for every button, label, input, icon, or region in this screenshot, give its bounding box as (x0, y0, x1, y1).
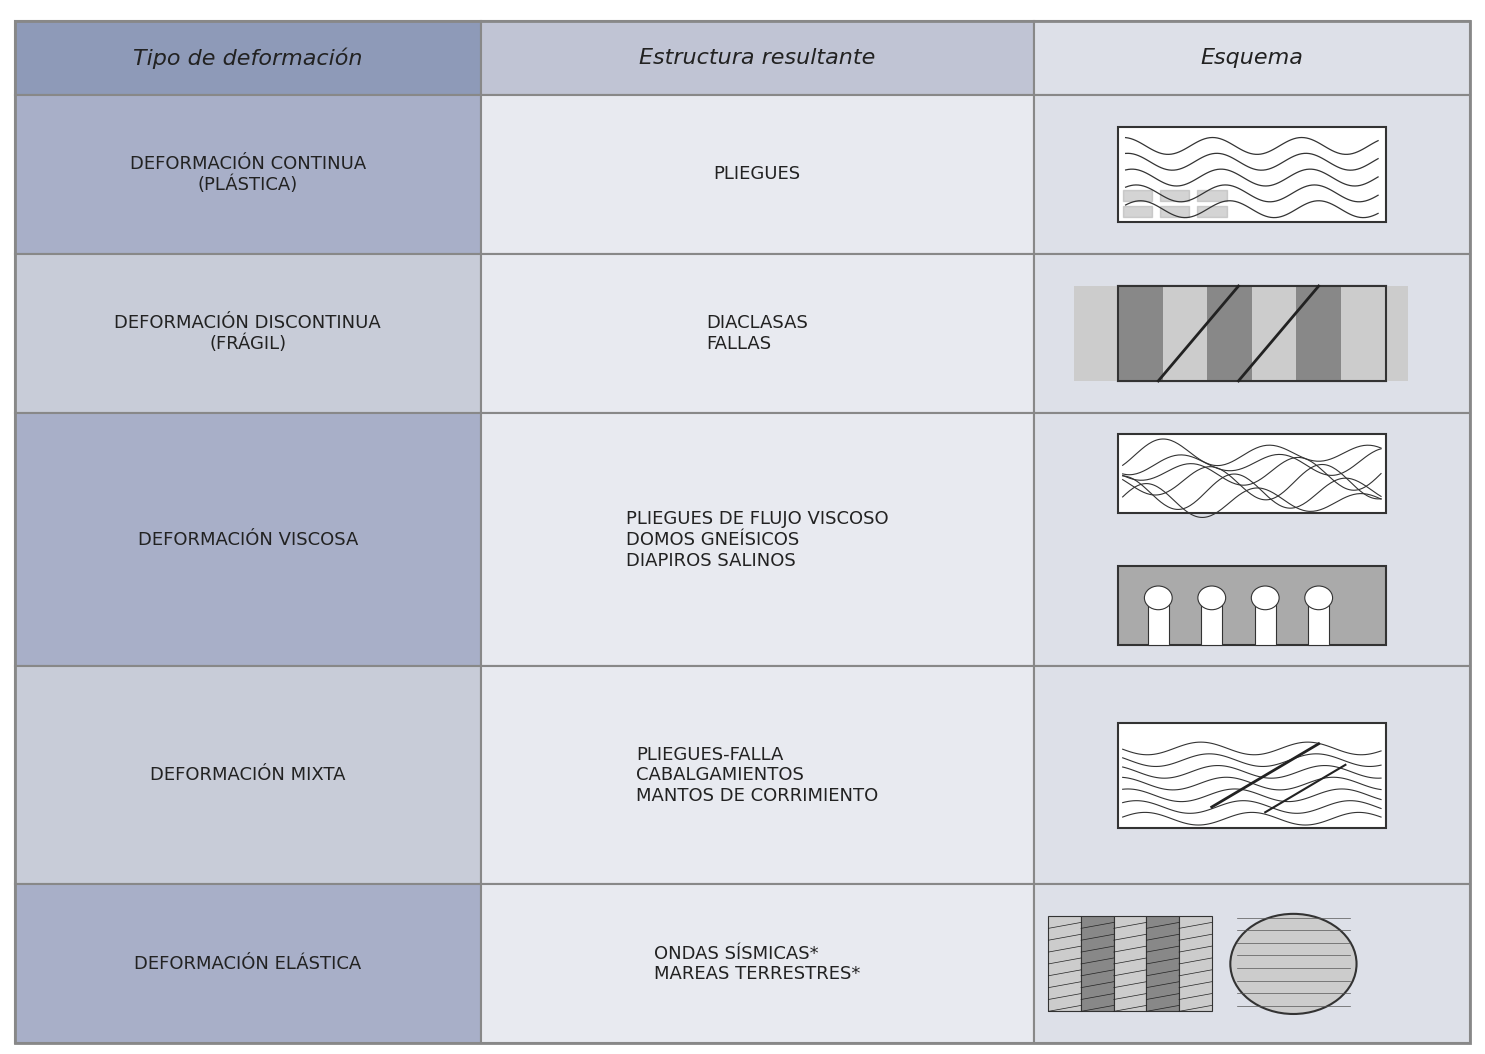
Ellipse shape (1252, 586, 1279, 609)
Bar (481, 884, 1034, 1043)
Text: PLIEGUES: PLIEGUES (713, 165, 800, 183)
Bar (1034, 413, 1470, 666)
Bar (481, 254, 1034, 413)
Bar (1034, 254, 1470, 413)
Bar (1034, 21, 1470, 95)
Text: PLIEGUES DE FLUJO VISCOSO
DOMOS GNEÍSICOS
DIAPIROS SALINOS: PLIEGUES DE FLUJO VISCOSO DOMOS GNEÍSICO… (625, 510, 888, 569)
Polygon shape (1252, 286, 1319, 380)
Bar (1118, 434, 1386, 513)
Polygon shape (1074, 286, 1140, 380)
Text: Estructura resultante: Estructura resultante (639, 48, 875, 67)
Polygon shape (1163, 286, 1230, 380)
Bar (1081, 917, 1114, 1012)
Bar (1118, 286, 1386, 380)
Text: DEFORMACIÓN MIXTA: DEFORMACIÓN MIXTA (150, 766, 346, 784)
Bar (1118, 286, 1386, 380)
Text: DEFORMACIÓN DISCONTINUA
(FRÁGIL): DEFORMACIÓN DISCONTINUA (FRÁGIL) (114, 314, 382, 353)
Text: Esquema: Esquema (1200, 48, 1304, 67)
Bar (15, 666, 481, 884)
Text: DEFORMACIÓN CONTINUA
(PLÁSTICA): DEFORMACIÓN CONTINUA (PLÁSTICA) (129, 155, 365, 194)
Bar (1034, 666, 1470, 884)
Bar (15, 95, 481, 254)
Bar (481, 666, 1034, 884)
Bar (1308, 598, 1329, 645)
Polygon shape (1341, 286, 1408, 380)
Text: Tipo de deformación: Tipo de deformación (134, 47, 362, 69)
Ellipse shape (1145, 586, 1172, 609)
Bar (15, 21, 481, 95)
Bar (15, 254, 481, 413)
Polygon shape (1207, 286, 1274, 380)
Text: DIACLASAS
FALLAS: DIACLASAS FALLAS (705, 314, 808, 353)
Bar (1179, 917, 1212, 1012)
Bar (1201, 598, 1222, 645)
Bar (1118, 566, 1386, 645)
Bar (481, 413, 1034, 666)
Text: DEFORMACIÓN VISCOSA: DEFORMACIÓN VISCOSA (138, 531, 358, 549)
Bar (1146, 917, 1179, 1012)
Text: ONDAS SÍSMICAS*
MAREAS TERRESTRES*: ONDAS SÍSMICAS* MAREAS TERRESTRES* (653, 944, 860, 983)
Polygon shape (1118, 286, 1185, 380)
Ellipse shape (1305, 586, 1332, 609)
Ellipse shape (1198, 586, 1225, 609)
Text: DEFORMACIÓN ELÁSTICA: DEFORMACIÓN ELÁSTICA (134, 955, 361, 973)
Polygon shape (1296, 286, 1363, 380)
Ellipse shape (1230, 914, 1357, 1014)
Bar (15, 413, 481, 666)
Bar (1255, 598, 1276, 645)
Bar (15, 884, 481, 1043)
Bar (1118, 126, 1386, 221)
Bar (1034, 95, 1470, 254)
Bar (481, 95, 1034, 254)
Bar (481, 21, 1034, 95)
Bar (1148, 598, 1169, 645)
Bar (1118, 723, 1386, 828)
Bar (1048, 917, 1081, 1012)
Bar (1114, 917, 1146, 1012)
Text: PLIEGUES-FALLA
CABALGAMIENTOS
MANTOS DE CORRIMIENTO: PLIEGUES-FALLA CABALGAMIENTOS MANTOS DE … (636, 745, 878, 805)
Bar (1034, 884, 1470, 1043)
